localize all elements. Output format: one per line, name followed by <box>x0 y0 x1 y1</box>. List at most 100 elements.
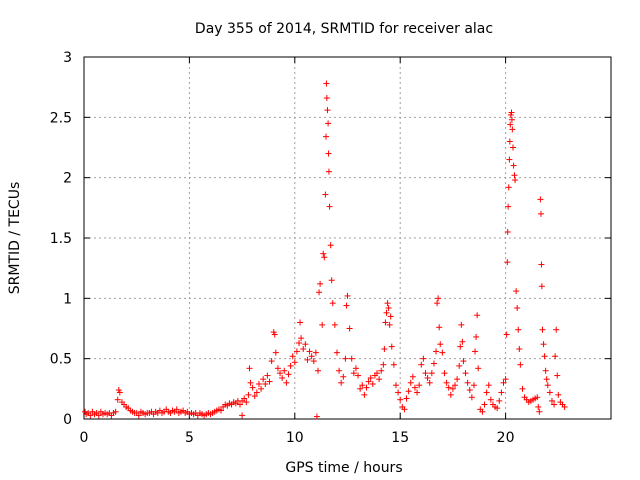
data-point <box>466 387 473 394</box>
data-point <box>540 341 547 348</box>
data-point <box>483 389 490 396</box>
data-point <box>317 280 324 287</box>
grid-lines <box>84 57 611 419</box>
data-point <box>289 353 296 360</box>
data-point <box>543 376 550 383</box>
data-point <box>348 355 355 362</box>
y-tick-label: 0 <box>63 412 72 428</box>
data-point <box>418 361 425 368</box>
x-tick-label: 20 <box>497 430 515 446</box>
data-point <box>304 356 311 363</box>
data-point <box>378 367 385 374</box>
data-point <box>537 196 544 203</box>
data-point <box>218 407 225 414</box>
data-point <box>374 370 381 377</box>
data-point <box>435 295 442 302</box>
data-point <box>338 379 345 386</box>
data-point <box>326 203 333 210</box>
data-point <box>297 319 304 326</box>
data-point <box>504 228 511 235</box>
y-axis-label: SRMTID / TECUs <box>7 182 23 295</box>
data-point <box>536 408 543 415</box>
data-point <box>494 405 501 412</box>
data-point <box>479 408 486 415</box>
data-point <box>384 300 391 307</box>
data-point <box>355 372 362 379</box>
data-point <box>279 374 286 381</box>
data-point <box>310 358 317 365</box>
data-point <box>327 242 334 249</box>
data-point <box>266 378 273 385</box>
data-point <box>553 326 560 333</box>
data-point <box>383 309 390 316</box>
data-point <box>508 116 515 123</box>
x-axis-label: GPS time / hours <box>285 460 402 476</box>
y-tick-labels: 0 0.5 1 1.5 2 2.5 3 <box>50 50 72 428</box>
y-tick-label: 1 <box>63 291 72 307</box>
data-point <box>538 261 545 268</box>
data-point <box>340 373 347 380</box>
data-point <box>281 367 288 374</box>
data-point <box>344 292 351 299</box>
data-point <box>328 277 335 284</box>
data-point <box>517 361 524 368</box>
data-point <box>385 304 392 311</box>
data-point <box>112 408 119 415</box>
data-point <box>534 394 541 401</box>
data-point <box>324 107 331 114</box>
data-point <box>325 120 332 127</box>
data-point <box>313 413 320 420</box>
data-point <box>555 391 562 398</box>
data-point <box>541 353 548 360</box>
data-point <box>519 385 526 392</box>
data-point <box>236 401 243 408</box>
data-point <box>456 362 463 369</box>
data-point <box>397 396 404 403</box>
data-point <box>369 381 376 388</box>
data-point <box>552 353 559 360</box>
data-point <box>323 95 330 102</box>
data-point <box>331 321 338 328</box>
data-point <box>454 376 461 383</box>
data-point <box>333 349 340 356</box>
data-point <box>426 379 433 386</box>
data-point <box>401 406 408 413</box>
data-point <box>506 138 513 145</box>
data-point <box>538 210 545 217</box>
data-point <box>253 389 260 396</box>
data-point <box>246 365 253 372</box>
data-point <box>325 168 332 175</box>
data-point <box>487 396 494 403</box>
data-point <box>514 304 521 311</box>
y-tick-label: 2 <box>63 171 72 187</box>
data-point <box>342 355 349 362</box>
data-point <box>386 321 393 328</box>
data-point <box>325 150 332 157</box>
data-point <box>376 376 383 383</box>
data-point <box>260 376 267 383</box>
data-point <box>135 412 142 419</box>
data-point <box>439 349 446 356</box>
data-point <box>343 302 350 309</box>
y-tick-label: 1.5 <box>50 231 72 247</box>
data-point <box>382 319 389 326</box>
data-point <box>392 382 399 389</box>
data-point <box>365 378 372 385</box>
data-point <box>173 406 180 413</box>
data-point <box>241 395 248 402</box>
data-point <box>306 348 313 355</box>
data-point <box>255 381 262 388</box>
data-point <box>473 333 480 340</box>
data-point <box>433 348 440 355</box>
data-point <box>249 384 256 391</box>
data-point <box>320 250 327 257</box>
data-point <box>302 341 309 348</box>
data-point <box>243 399 250 406</box>
axis-ticks <box>83 56 611 420</box>
y-tick-label: 3 <box>63 50 72 66</box>
data-point <box>539 326 546 333</box>
data-point <box>474 312 481 319</box>
data-points <box>82 80 568 420</box>
data-point <box>390 361 397 368</box>
data-point <box>316 289 323 296</box>
